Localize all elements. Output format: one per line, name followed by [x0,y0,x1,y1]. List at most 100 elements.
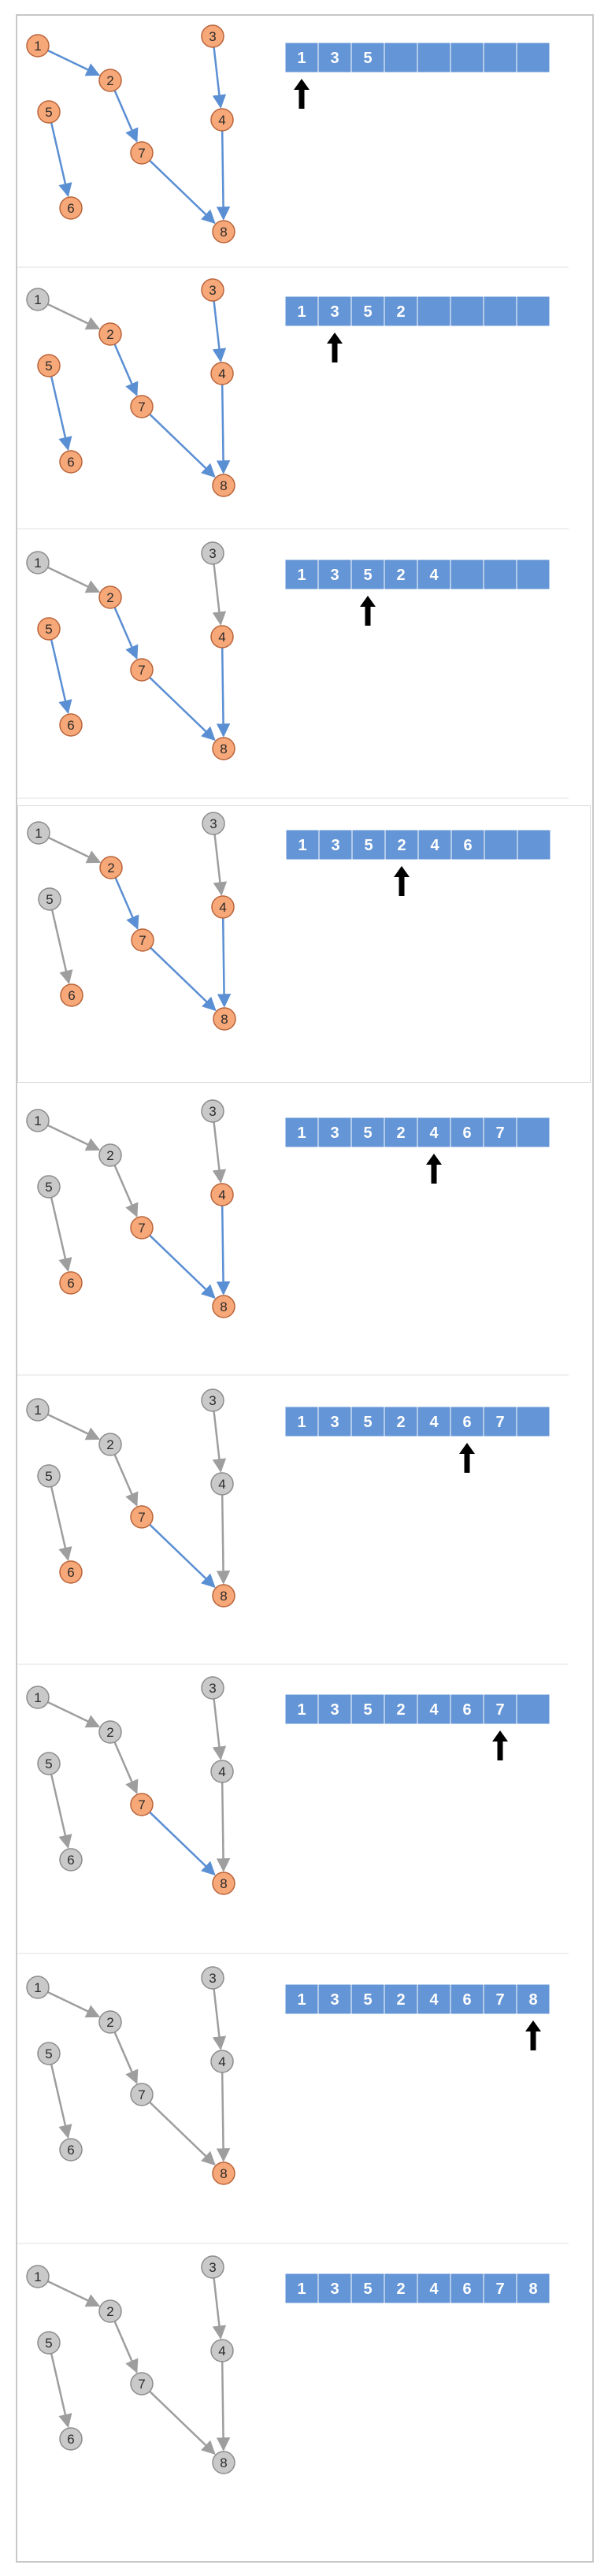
node-label: 1 [34,39,41,54]
node-circle [213,1007,236,1031]
edge-4-8 [216,2072,231,2162]
node-label: 4 [218,2344,225,2359]
array-cell [483,1693,517,1725]
node-3: 3 [201,24,224,48]
step-panel-1: 1 2 3 4 5 6 7 8 1 3 5 [17,19,591,268]
node-6: 6 [59,1560,83,1584]
array-cell-value: 1 [297,567,306,584]
array-cell [516,1983,551,2015]
array-cell-value: 1 [297,2280,306,2298]
array-cell-value: 6 [462,1124,471,1142]
array-cell [483,296,517,327]
node-circle [201,1388,224,1412]
node-circle [98,69,122,92]
array-cell [317,296,352,327]
node-circle [59,1560,83,1584]
array-cell [516,1117,551,1148]
node-label: 4 [218,630,225,645]
array-cell [384,1117,418,1148]
node-label: 5 [45,2336,52,2351]
node-circle [130,1793,154,1816]
pointer-arrow [492,1730,508,1760]
node-1: 1 [26,1686,50,1709]
array-cell-value: 3 [330,2280,339,2298]
node-1: 1 [26,1109,50,1132]
step-diagram-4: 1 2 3 4 5 6 7 8 1 3 5 2 4 6 [27,812,551,1031]
node-6: 6 [59,1848,83,1872]
node-1: 1 [26,551,50,574]
node-5: 5 [37,354,61,377]
node-circle [130,1216,154,1240]
edge-1-2 [47,1124,101,1151]
array-cell-value: 1 [297,303,306,321]
node-circle [26,2265,50,2288]
step-diagram-7: 1 2 3 4 5 6 7 8 1 3 5 2 4 6 7 [17,1676,569,1954]
edge-1-2 [47,49,101,76]
step-diagram-6: 1 2 3 4 5 6 7 8 1 3 5 2 4 6 7 [17,1388,569,1665]
array-cell-value: 5 [363,1991,372,2009]
step-diagram-2: 1 2 3 4 5 6 7 8 1 3 5 2 [17,278,569,530]
node-5: 5 [37,2331,61,2355]
node-circle [212,737,235,760]
node-circle [130,1505,154,1529]
node-7: 7 [130,658,154,682]
array-cell-value: 2 [396,1124,405,1142]
node-circle [59,450,83,474]
array-cell-value: 7 [495,1701,504,1719]
node-circle [201,1676,224,1700]
node-circle [201,278,224,302]
edge-7-8 [149,413,216,478]
node-label: 6 [67,1853,74,1868]
node-circle [210,1472,234,1496]
array-cell [516,1693,551,1725]
node-circle [59,2138,83,2162]
node-label: 7 [138,2087,145,2102]
node-label: 5 [46,892,53,907]
node-6: 6 [60,983,83,1007]
array-cell [483,559,517,590]
node-circle [212,474,235,497]
edge-7-8 [149,1234,216,1299]
edge-1-2 [47,1413,101,1440]
edge-4-8 [216,1494,231,1585]
node-label: 5 [45,1469,52,1484]
node-label: 5 [45,359,52,374]
node-label: 1 [34,1690,41,1705]
node-label: 8 [220,2166,227,2181]
node-6: 6 [59,196,83,220]
node-label: 2 [106,1148,113,1163]
array-cell-value: 8 [528,1991,537,2009]
node-label: 5 [45,622,52,637]
node-8: 8 [212,474,235,497]
node-label: 2 [106,2015,113,2030]
node-label: 4 [218,2054,225,2069]
node-circle [210,108,234,132]
array-cell [417,42,451,73]
array-cell [284,1983,319,2015]
edge-5-6 [50,2353,72,2429]
node-circle [210,1760,234,1783]
node-circle [210,2050,234,2073]
node-2: 2 [98,1720,122,1744]
array-cell-value: 5 [363,303,372,321]
array-cell [350,1406,385,1437]
array-cell [384,829,419,861]
array-cell-value: 5 [363,50,372,67]
array-cell [317,1406,352,1437]
array-cell [384,42,418,73]
node-circle [210,1183,234,1206]
node-3: 3 [201,1966,224,1990]
node-label: 1 [35,826,42,841]
node-4: 4 [210,625,234,649]
node-circle [201,541,224,565]
node-label: 5 [45,1756,52,1771]
node-label: 1 [34,2269,41,2284]
node-label: 8 [220,225,227,240]
node-label: 7 [138,400,145,414]
node-4: 4 [211,895,235,919]
step-diagram-8: 1 2 3 4 5 6 7 8 1 3 5 2 4 6 7 8 [17,1966,569,2244]
edge-2-7 [113,2321,139,2373]
edge-2-7 [113,1454,139,1507]
edge-5-6 [50,376,72,452]
array-cell-value: 3 [330,1701,339,1719]
